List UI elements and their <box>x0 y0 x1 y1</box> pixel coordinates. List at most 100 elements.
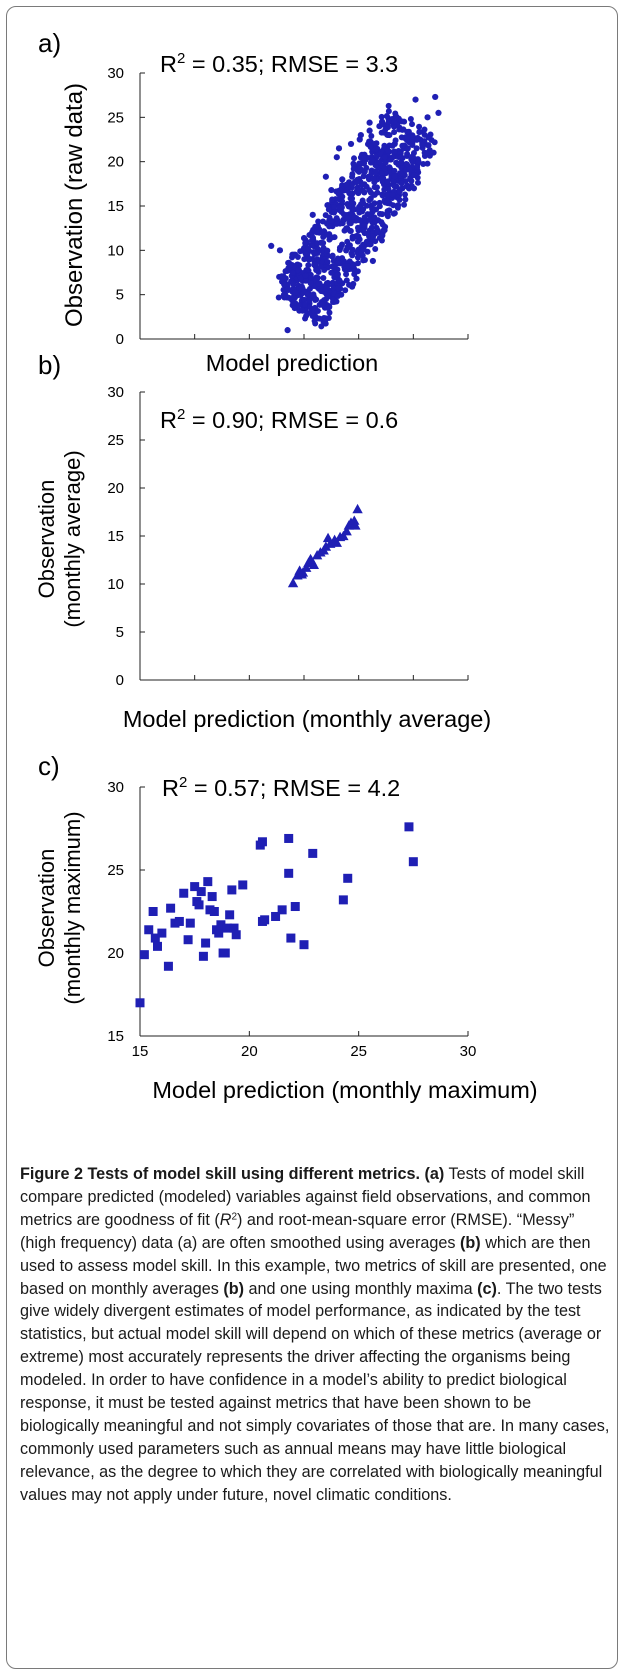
data-point <box>435 109 442 116</box>
data-point <box>318 239 325 246</box>
data-point <box>403 161 410 168</box>
data-point <box>339 255 346 262</box>
stats-annotation: R2 = 0.35; RMSE = 3.3 <box>160 50 398 77</box>
data-point <box>413 145 420 152</box>
data-point <box>384 148 391 155</box>
data-point <box>353 275 360 282</box>
data-point <box>315 218 322 225</box>
data-point <box>366 241 373 248</box>
data-point <box>414 179 421 186</box>
data-point <box>396 196 403 203</box>
data-point <box>391 129 398 136</box>
data-point <box>311 250 318 257</box>
data-point <box>231 930 241 940</box>
data-point <box>319 228 326 235</box>
data-point <box>337 244 344 251</box>
data-point <box>338 530 349 541</box>
y-tick-label: 0 <box>116 672 124 689</box>
data-point <box>220 948 230 958</box>
data-point <box>360 246 367 253</box>
data-point <box>305 553 316 564</box>
data-point <box>369 206 376 213</box>
data-point <box>196 887 206 897</box>
y-tick-label: 15 <box>107 528 124 545</box>
data-point <box>341 526 352 536</box>
data-point <box>398 159 405 166</box>
data-point <box>135 998 145 1008</box>
data-point <box>319 301 326 308</box>
data-point <box>309 211 316 218</box>
data-point <box>324 247 331 254</box>
data-point <box>305 256 312 263</box>
data-point <box>354 268 361 275</box>
data-point <box>325 315 332 322</box>
data-point <box>339 176 346 183</box>
data-point <box>357 165 364 172</box>
data-point <box>424 160 431 167</box>
data-point <box>276 247 284 254</box>
data-point <box>346 281 353 288</box>
data-point <box>404 128 411 135</box>
data-point <box>360 154 367 161</box>
data-point <box>331 263 338 270</box>
data-point <box>280 291 287 298</box>
data-point <box>229 923 239 933</box>
data-point <box>347 140 355 148</box>
data-point <box>354 254 361 261</box>
data-point <box>302 277 309 284</box>
data-point <box>324 231 331 238</box>
data-point <box>378 170 385 177</box>
data-point <box>355 206 362 213</box>
data-point <box>314 256 321 263</box>
data-point <box>383 113 390 120</box>
y-tick-label: 20 <box>107 480 124 497</box>
data-point <box>414 163 421 170</box>
data-point <box>150 933 160 943</box>
data-point <box>295 267 302 274</box>
data-point <box>360 173 367 180</box>
data-point <box>349 190 356 197</box>
data-point <box>284 286 291 293</box>
data-point <box>393 113 400 120</box>
data-point <box>391 167 398 174</box>
data-point <box>359 227 366 234</box>
data-point <box>356 160 363 167</box>
data-point <box>313 229 320 236</box>
data-point <box>287 262 294 269</box>
data-point <box>225 910 235 920</box>
data-point <box>308 848 318 858</box>
data-point <box>305 262 312 269</box>
data-point <box>296 302 303 309</box>
data-point <box>404 145 411 152</box>
data-point <box>291 305 298 312</box>
data-point <box>401 201 408 208</box>
data-point <box>321 267 328 274</box>
data-point <box>304 291 311 298</box>
data-point <box>399 142 406 149</box>
data-point <box>416 129 423 136</box>
x-axis-label: Model prediction (monthly maximum) <box>152 1077 537 1103</box>
data-point <box>401 191 408 198</box>
data-point <box>358 182 365 189</box>
data-point <box>366 197 373 204</box>
data-point <box>370 175 377 182</box>
data-point <box>385 118 392 125</box>
data-point <box>404 822 414 832</box>
data-point <box>290 294 297 301</box>
data-point <box>382 126 389 133</box>
data-point <box>424 149 431 156</box>
stats-annotation: R2 = 0.57; RMSE = 4.2 <box>162 774 400 801</box>
data-point <box>373 184 380 191</box>
y-axis-label: Observation(monthly maximum) <box>34 811 85 1004</box>
data-point <box>301 301 308 308</box>
data-point <box>227 885 237 895</box>
data-point <box>326 309 333 316</box>
data-point <box>179 888 189 898</box>
data-point <box>214 928 224 938</box>
data-point <box>366 187 373 194</box>
data-point <box>372 238 379 245</box>
data-point <box>294 253 301 260</box>
data-point <box>303 312 310 319</box>
data-point <box>257 837 267 847</box>
data-point <box>349 173 356 180</box>
